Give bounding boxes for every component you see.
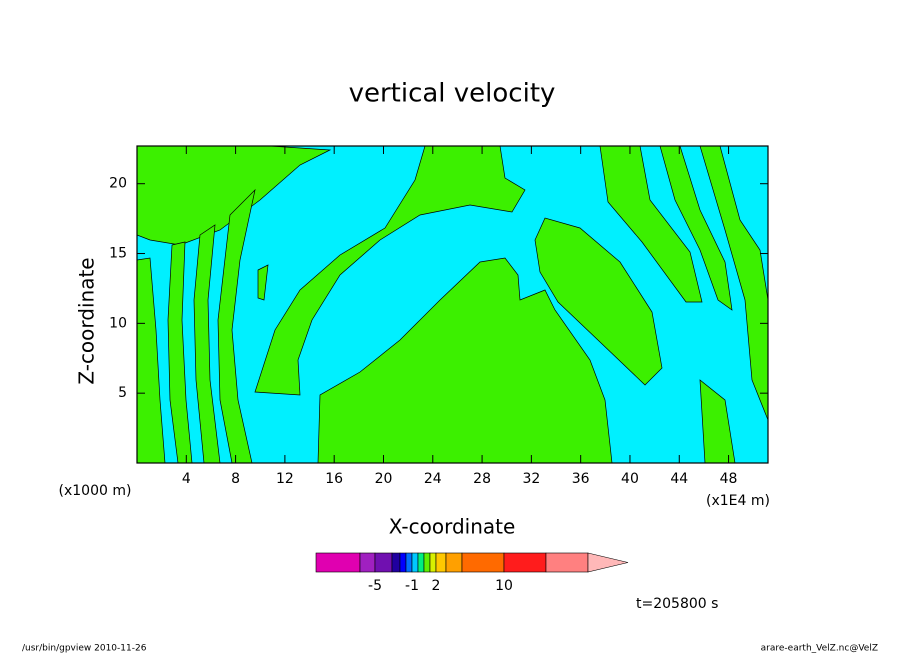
colorbar-segment [391,552,401,573]
contour-region [217,188,256,464]
x-unit-label: (x1E4 m) [706,493,770,509]
colorbar-segment [399,552,407,573]
colorbar-segment [461,552,505,573]
y-tick-label: 5 [118,385,127,401]
colorbar-segment [429,552,437,573]
footer-right: arare-earth_VelZ.nc@VelZ [761,644,878,654]
contour-region [659,145,733,311]
colorbar-segment [445,552,463,573]
colorbar-segment [423,552,431,573]
contour-region [317,257,613,464]
colorbar-tick-label: -5 [368,578,382,594]
colorbar-segment [417,552,425,573]
colorbar-segment [374,552,393,573]
time-label: t=205800 s [636,596,718,612]
x-axis-label: X-coordinate [389,515,516,539]
x-tick-label: 28 [473,471,491,487]
x-tick-label: 8 [231,471,240,487]
contour-region [254,145,526,396]
x-tick-label: 4 [182,471,191,487]
y-axis-label: Z-coordinate [75,257,99,384]
y-tick-label: 15 [109,246,127,262]
contour-region [534,217,663,386]
x-tick-label: 48 [720,471,738,487]
colorbar-segment [435,552,447,573]
colorbar-tick-label: 10 [495,578,513,594]
x-tick-label: 32 [522,471,540,487]
x-tick-label: 12 [276,471,294,487]
y-tick-label: 20 [109,176,127,192]
x-tick-label: 16 [325,471,343,487]
x-tick-label: 24 [424,471,442,487]
colorbar-tick-label: 2 [432,578,441,594]
colorbar-segment [503,552,547,573]
x-tick-label: 44 [670,471,688,487]
contour-region [257,264,269,301]
chart-title: vertical velocity [349,79,556,109]
colorbar-segment [359,552,376,573]
contour-region [599,145,703,303]
colorbar-segment [405,552,413,573]
colorbar-segment [315,552,361,573]
y-unit-label: (x1000 m) [59,483,132,499]
x-tick-label: 36 [572,471,590,487]
colorbar-segment [411,552,419,573]
x-tick-label: 40 [621,471,639,487]
contour-field [136,145,769,464]
colorbar-segment [545,552,589,573]
plot-frame [136,145,769,464]
footer-left: /usr/bin/gpview 2010-11-26 [22,644,147,654]
colorbar-extension [587,552,629,573]
y-tick-label: 10 [109,315,127,331]
x-tick-label: 20 [375,471,393,487]
colorbar-tick-label: -1 [405,578,419,594]
